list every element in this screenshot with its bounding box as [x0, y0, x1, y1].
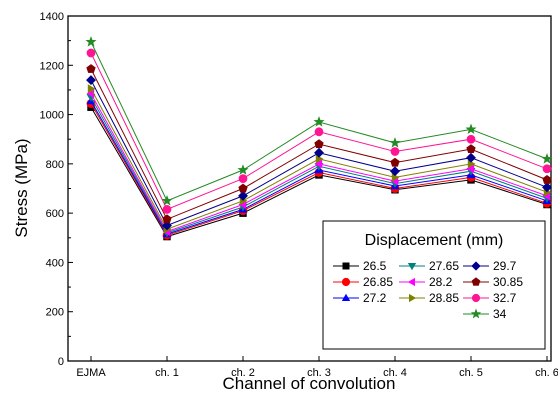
- data-point: [87, 84, 96, 94]
- x-axis: EJMA ch. 1 ch. 2 ch. 3 ch. 4 ch. 5 ch. 6: [76, 356, 558, 379]
- legend-label: 27.2: [363, 291, 387, 305]
- x-tick-label: ch. 2: [231, 367, 255, 379]
- data-point: [237, 164, 249, 175]
- data-point: [162, 214, 172, 224]
- data-point: [161, 195, 173, 206]
- x-tick-label: ch. 3: [307, 367, 331, 379]
- legend-label: 32.7: [493, 291, 517, 305]
- y-tick-label: 200: [46, 307, 64, 319]
- legend-label: 26.85: [363, 275, 393, 289]
- x-tick-label: ch. 4: [383, 367, 407, 379]
- legend-entry-28.85: 28.85: [399, 291, 459, 305]
- legend-marker: [407, 277, 416, 287]
- data-point: [542, 182, 552, 193]
- data-point: [390, 147, 400, 156]
- legend-label: 26.5: [363, 259, 387, 273]
- legend-marker: [470, 308, 482, 319]
- series-30.85: [86, 64, 552, 224]
- x-tick-label: ch. 6: [535, 367, 558, 379]
- y-tick-label: 600: [46, 208, 64, 220]
- series-29.7: [86, 75, 552, 231]
- legend-entry-26.85: 26.85: [333, 275, 393, 289]
- y-tick-label: 1400: [40, 11, 64, 23]
- series-layer: [85, 36, 553, 241]
- data-point: [390, 166, 400, 177]
- data-point: [466, 152, 476, 163]
- data-point: [466, 144, 476, 154]
- y-tick-label: 400: [46, 257, 64, 269]
- legend-label: 30.85: [493, 275, 523, 289]
- y-axis: 0 200 400 600 800 1000 1200 1400: [40, 11, 73, 368]
- legend-label: 29.7: [493, 259, 517, 273]
- y-tick-label: 800: [46, 159, 64, 171]
- data-point: [542, 164, 552, 174]
- series-34: [85, 36, 553, 206]
- data-point: [389, 137, 401, 148]
- legend-label: 28.2: [429, 275, 453, 289]
- data-point: [541, 153, 553, 164]
- legend-entry-32.7: 32.7: [463, 291, 517, 305]
- data-point: [314, 139, 324, 149]
- y-tick-label: 1200: [40, 60, 64, 72]
- data-point: [466, 134, 476, 144]
- data-point: [465, 123, 477, 135]
- legend-entry-30.85: 30.85: [463, 275, 523, 289]
- legend-entry-34: 34: [463, 307, 507, 321]
- legend-marker: [471, 293, 481, 303]
- y-tick-label: 1000: [40, 110, 64, 122]
- data-point: [86, 64, 96, 73]
- legend-marker: [408, 293, 417, 303]
- series-28.85: [87, 84, 552, 234]
- x-axis-title: Channel of convolution: [223, 374, 396, 393]
- legend-marker: [341, 277, 351, 287]
- legend-label: 28.85: [429, 291, 459, 305]
- data-point: [314, 159, 323, 169]
- data-point: [314, 147, 324, 158]
- legend-marker: [341, 293, 351, 302]
- legend: Displacement (mm) 26.5 26.85 27.2 27.65 28.2…: [322, 220, 546, 350]
- data-point: [162, 205, 172, 214]
- data-point: [390, 157, 400, 167]
- y-tick-label: 0: [58, 356, 64, 368]
- legend-entry-27.65: 27.65: [399, 259, 459, 273]
- x-tick-label: ch. 1: [155, 367, 179, 379]
- legend-marker: [342, 262, 350, 270]
- data-point: [238, 174, 248, 184]
- data-point: [85, 36, 97, 47]
- data-point: [238, 190, 248, 201]
- legend-entry-26.5: 26.5: [333, 259, 387, 273]
- x-tick-label: ch. 5: [459, 367, 483, 379]
- legend-entry-27.2: 27.2: [333, 291, 387, 305]
- legend-marker: [471, 261, 481, 271]
- legend-marker: [471, 277, 481, 286]
- data-point: [466, 164, 475, 174]
- data-point: [86, 48, 96, 58]
- series-32.7: [86, 48, 552, 214]
- legend-title: Displacement (mm): [365, 232, 504, 249]
- legend-entries: 26.5 26.85 27.2 27.65 28.2 28.85 29.7 30.85 32.7…: [333, 259, 523, 321]
- legend-label: 27.65: [429, 259, 459, 273]
- data-point: [313, 116, 325, 127]
- data-point: [238, 183, 248, 193]
- legend-entry-28.2: 28.2: [399, 275, 453, 289]
- legend-marker: [407, 262, 417, 271]
- data-point: [542, 174, 552, 184]
- legend-box: [322, 220, 546, 350]
- x-tick-label: EJMA: [76, 367, 106, 379]
- legend-entry-29.7: 29.7: [463, 259, 517, 273]
- data-point: [314, 127, 324, 137]
- legend-label: 34: [493, 307, 507, 321]
- data-point: [86, 75, 96, 86]
- y-axis-title: Stress (MPa): [12, 138, 31, 237]
